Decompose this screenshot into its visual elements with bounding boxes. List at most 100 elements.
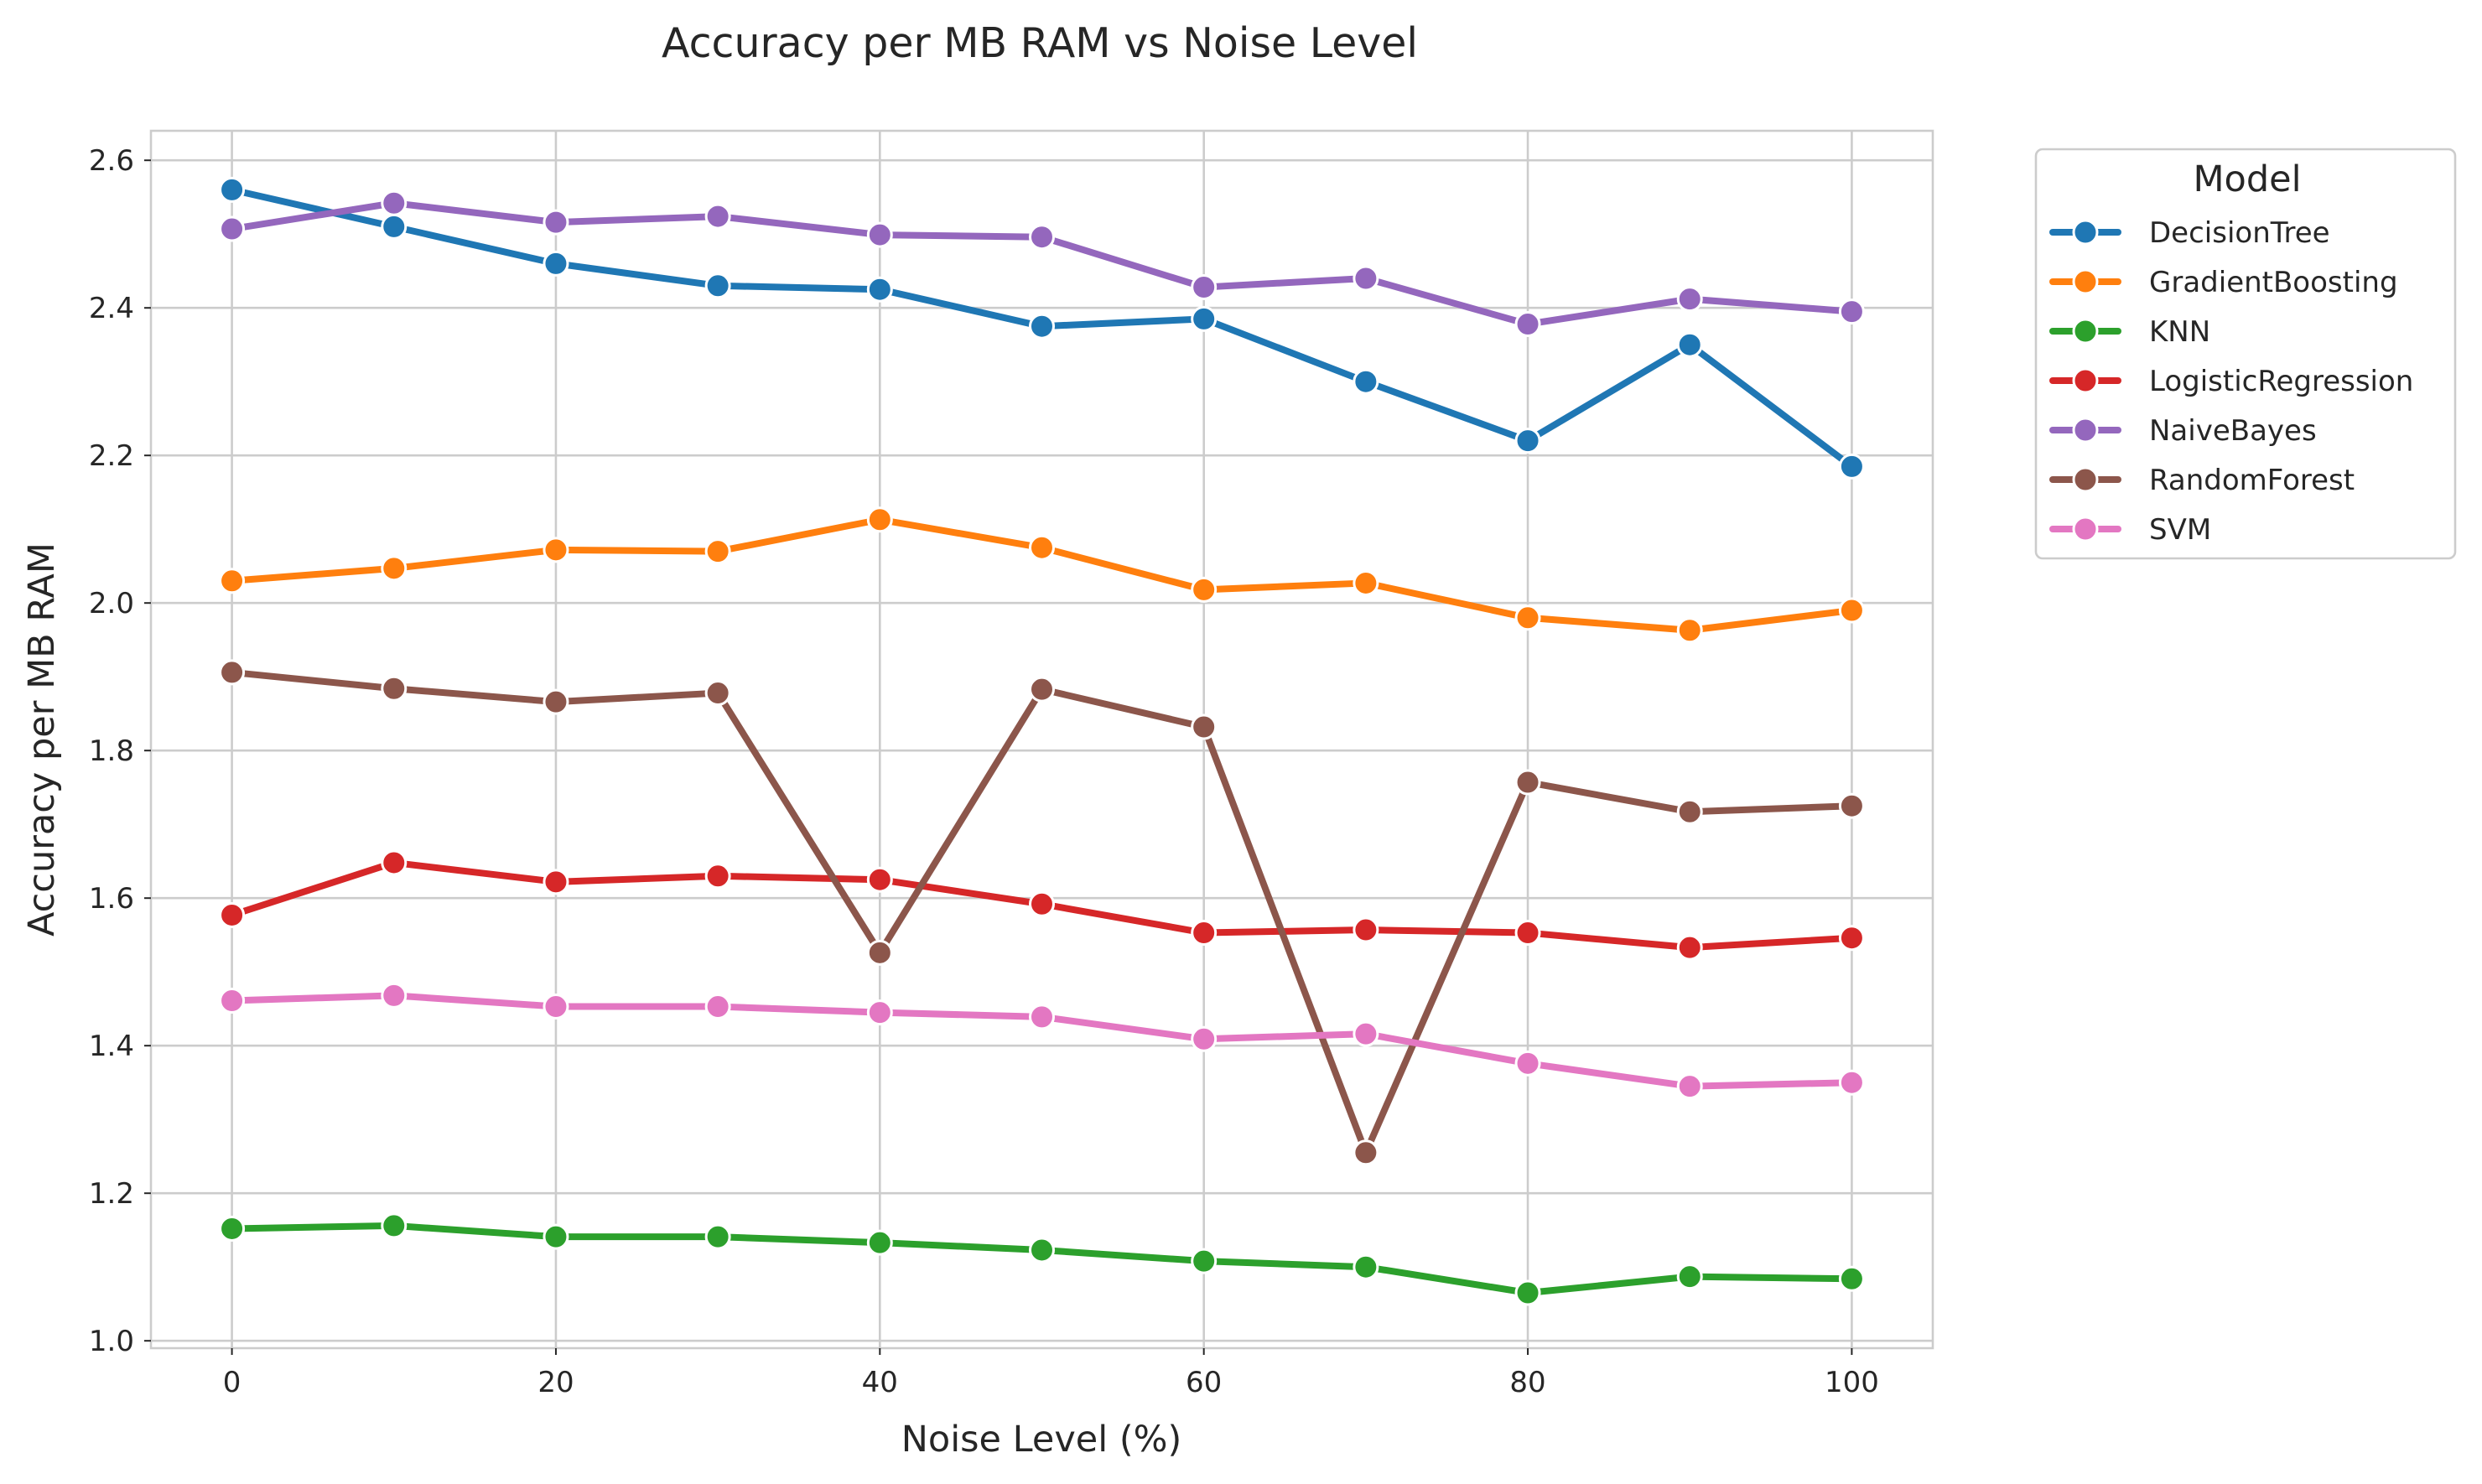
plot-frame	[149, 129, 1934, 1350]
data-point-randomforest	[1191, 713, 1218, 740]
x-tick-label: 80	[1509, 1366, 1545, 1399]
data-point-logisticregression	[1353, 916, 1379, 943]
data-point-logisticregression	[704, 863, 731, 890]
legend-items: DecisionTree GradientBoosting KNN LogisticR…	[2049, 216, 2413, 547]
data-point-logisticregression	[219, 901, 246, 928]
data-point-knn	[1029, 1237, 1055, 1263]
series-decisiontree	[219, 176, 1865, 480]
y-tick-label: 2.2	[89, 439, 134, 473]
data-point-decisiontree	[543, 250, 569, 277]
data-point-randomforest	[1514, 769, 1541, 796]
data-point-logisticregression	[1514, 920, 1541, 947]
legend-item-gradientboosting: GradientBoosting	[2049, 266, 2398, 299]
data-point-decisiontree	[866, 276, 893, 303]
data-point-decisiontree	[1838, 453, 1865, 480]
x-axis-ticks: 0 20 40 60 80 100	[223, 1348, 1879, 1399]
legend-swatch-marker	[2072, 367, 2099, 394]
legend-item-randomforest: RandomForest	[2049, 464, 2355, 497]
data-point-naivebayes	[1029, 224, 1055, 251]
legend-item-svm: SVM	[2049, 513, 2211, 547]
data-point-gradientboosting	[1029, 534, 1055, 561]
data-point-randomforest	[1676, 798, 1703, 825]
y-tick-label: 2.6	[89, 144, 134, 178]
legend-label: SVM	[2149, 513, 2211, 547]
data-point-logisticregression	[1191, 920, 1218, 947]
legend-label: LogisticRegression	[2149, 365, 2413, 398]
data-point-knn	[1676, 1263, 1703, 1290]
data-point-randomforest	[1029, 676, 1055, 703]
y-tick-label: 1.6	[89, 882, 134, 916]
x-tick-label: 20	[537, 1366, 574, 1399]
legend-item-naivebayes: NaiveBayes	[2049, 414, 2317, 448]
y-tick-label: 1.0	[89, 1325, 134, 1358]
data-point-decisiontree	[381, 213, 408, 240]
y-tick-label: 1.4	[89, 1030, 134, 1063]
legend-swatch-marker	[2072, 219, 2099, 246]
data-point-naivebayes	[1353, 265, 1379, 292]
x-tick-label: 40	[862, 1366, 898, 1399]
data-point-knn	[1353, 1253, 1379, 1280]
data-point-knn	[543, 1223, 569, 1250]
data-point-randomforest	[866, 939, 893, 966]
series-svm	[219, 982, 1865, 1100]
x-tick-label: 60	[1186, 1366, 1222, 1399]
legend-swatch-marker	[2072, 268, 2099, 295]
data-point-randomforest	[381, 675, 408, 702]
x-tick-label: 100	[1825, 1366, 1879, 1399]
y-axis-label: Accuracy per MB RAM	[21, 542, 63, 937]
data-point-svm	[1353, 1020, 1379, 1047]
y-tick-label: 1.8	[89, 734, 134, 768]
data-point-naivebayes	[219, 215, 246, 242]
data-point-logisticregression	[1676, 934, 1703, 961]
data-point-logisticregression	[543, 869, 569, 895]
series-logisticregression	[219, 849, 1865, 961]
legend-swatch-marker	[2072, 417, 2099, 444]
data-point-svm	[1514, 1050, 1541, 1077]
data-point-decisiontree	[1029, 313, 1055, 340]
data-point-naivebayes	[381, 189, 408, 216]
legend-swatch-marker	[2072, 318, 2099, 345]
data-point-gradientboosting	[866, 506, 893, 533]
data-point-naivebayes	[543, 209, 569, 236]
data-point-naivebayes	[1676, 286, 1703, 313]
legend-item-logisticregression: LogisticRegression	[2049, 365, 2413, 398]
chart-title: Accuracy per MB RAM vs Noise Level	[662, 19, 1418, 67]
data-point-logisticregression	[1029, 890, 1055, 917]
data-point-decisiontree	[704, 272, 731, 299]
data-point-gradientboosting	[1514, 604, 1541, 631]
legend-label: KNN	[2149, 315, 2210, 349]
data-point-naivebayes	[1838, 298, 1865, 325]
x-axis-label: Noise Level (%)	[901, 1419, 1182, 1461]
data-point-knn	[1838, 1265, 1865, 1292]
data-point-gradientboosting	[543, 537, 569, 563]
legend-label: GradientBoosting	[2149, 266, 2398, 299]
series-lines	[219, 176, 1865, 1306]
legend-label: NaiveBayes	[2149, 414, 2317, 448]
data-point-gradientboosting	[704, 538, 731, 565]
legend-title: Model	[2193, 158, 2301, 200]
data-point-gradientboosting	[1838, 597, 1865, 624]
data-point-decisiontree	[1514, 428, 1541, 454]
series-line-naivebayes	[228, 200, 1856, 328]
data-point-svm	[704, 994, 731, 1020]
data-point-randomforest	[219, 659, 246, 686]
legend-item-knn: KNN	[2049, 315, 2210, 349]
data-point-svm	[1191, 1025, 1218, 1052]
series-randomforest	[219, 659, 1865, 1166]
legend-swatch-marker	[2072, 516, 2099, 542]
data-point-knn	[1514, 1279, 1541, 1306]
data-point-svm	[1676, 1073, 1703, 1100]
data-point-knn	[866, 1229, 893, 1256]
data-point-decisiontree	[1676, 331, 1703, 358]
y-tick-label: 2.4	[89, 292, 134, 325]
data-point-gradientboosting	[381, 555, 408, 582]
data-point-svm	[1029, 1004, 1055, 1030]
data-point-decisiontree	[1191, 305, 1218, 332]
series-gradientboosting	[219, 506, 1865, 644]
data-point-svm	[866, 999, 893, 1026]
legend-label: RandomForest	[2149, 464, 2355, 497]
data-point-randomforest	[543, 688, 569, 715]
data-point-knn	[704, 1223, 731, 1250]
y-tick-label: 2.0	[89, 587, 134, 620]
